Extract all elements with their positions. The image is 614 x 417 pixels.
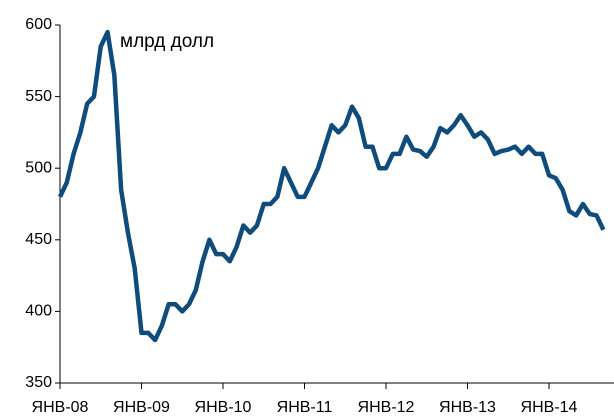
- x-tick-label: ЯНВ-09: [113, 399, 170, 416]
- y-tick-label: 350: [25, 374, 52, 391]
- data-line: [57, 29, 606, 343]
- x-tick-label: ЯНВ-10: [195, 399, 252, 416]
- x-tick-label: ЯНВ-08: [32, 399, 89, 416]
- y-tick-label: 500: [25, 159, 52, 176]
- y-tick-label: 450: [25, 231, 52, 248]
- x-tick-label: ЯНВ-14: [521, 399, 578, 416]
- annotation: млрд долл: [120, 31, 214, 52]
- x-tick-label: ЯНВ-11: [277, 399, 333, 416]
- y-tick-label: 600: [25, 16, 52, 33]
- x-tick-label: ЯНВ-12: [358, 399, 415, 416]
- x-tick-label: ЯНВ-13: [439, 399, 496, 416]
- y-tick-label: 550: [25, 88, 52, 105]
- y-tick-label: 400: [25, 303, 52, 320]
